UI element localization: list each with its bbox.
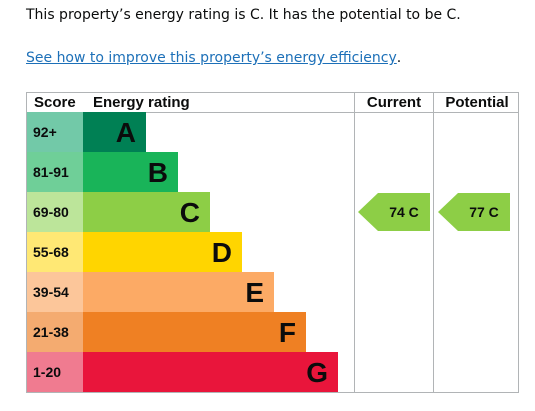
score-range-b: 81-91 <box>33 164 69 180</box>
rating-letter-d: D <box>212 237 232 268</box>
rating-letter-f: F <box>279 317 296 348</box>
band-d: 55-68 D <box>27 232 242 272</box>
rating-bar-d <box>83 232 242 272</box>
potential-rating-label: 77 C <box>469 204 499 220</box>
band-a: 92+ A <box>27 112 146 152</box>
potential-column-header: Potential <box>445 94 508 111</box>
rating-letter-c: C <box>180 197 200 228</box>
improve-efficiency-link[interactable]: See how to improve this property’s energ… <box>26 50 397 66</box>
rating-bands: 92+ A 81-91 B 69-80 C 55-68 D 39-54 E 21-38 F 1-20 G <box>27 112 338 392</box>
band-e: 39-54 E <box>27 272 274 312</box>
band-c: 69-80 C <box>27 192 210 232</box>
rating-indicators: 74 C 77 C <box>358 193 510 231</box>
score-range-a: 92+ <box>33 124 57 140</box>
rating-bar-e <box>83 272 274 312</box>
rating-bar-b <box>83 152 178 192</box>
rating-letter-g: G <box>306 357 328 388</box>
score-range-c: 69-80 <box>33 204 69 220</box>
band-g: 1-20 G <box>27 352 338 392</box>
band-b: 81-91 B <box>27 152 178 192</box>
current-rating-arrow <box>358 193 430 231</box>
current-column-header: Current <box>367 94 421 111</box>
rating-bar-a <box>83 112 146 152</box>
score-cell-b <box>27 152 84 192</box>
rating-letter-a: A <box>116 117 136 148</box>
improve-link-suffix: . <box>396 50 402 66</box>
band-f: 21-38 F <box>27 312 306 352</box>
rating-letter-b: B <box>148 157 168 188</box>
rating-bar-f <box>83 312 306 352</box>
current-rating-label: 74 C <box>389 204 419 220</box>
score-range-e: 39-54 <box>33 284 69 300</box>
rating-bar-g <box>83 352 338 392</box>
energy-rating-summary: This property’s energy rating is C. It h… <box>26 7 461 23</box>
score-cell-c <box>27 192 84 232</box>
score-cell-e <box>27 272 84 312</box>
score-cell-g <box>27 352 84 392</box>
rating-bar-c <box>83 192 210 232</box>
score-cell-d <box>27 232 84 272</box>
score-cell-f <box>27 312 84 352</box>
score-range-g: 1-20 <box>33 364 61 380</box>
energy-rating-column-header: Energy rating <box>93 94 190 111</box>
current-rating: 74 C <box>358 193 430 231</box>
potential-rating: 77 C <box>438 193 510 231</box>
potential-rating-arrow <box>438 193 510 231</box>
score-cell-a <box>27 112 84 152</box>
table-border <box>26 92 519 393</box>
score-column-header: Score <box>34 94 76 111</box>
rating-letter-e: E <box>245 277 264 308</box>
score-range-d: 55-68 <box>33 244 69 260</box>
score-range-f: 21-38 <box>33 324 69 340</box>
